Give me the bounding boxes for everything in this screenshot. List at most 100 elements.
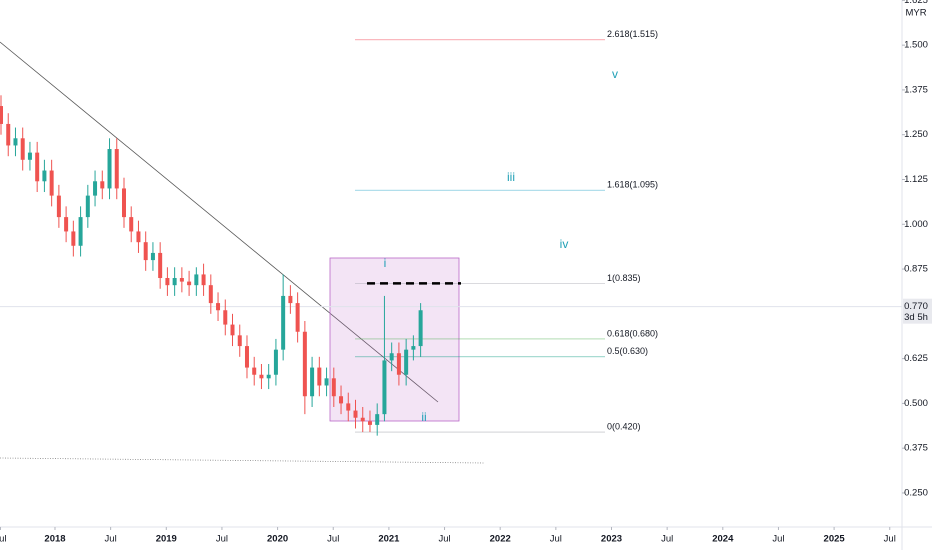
candle-body bbox=[27, 152, 32, 160]
candle-body bbox=[230, 324, 235, 336]
x-tick-label: Jul bbox=[216, 534, 228, 545]
candle-body bbox=[259, 374, 264, 379]
x-tick-label: 2018 bbox=[44, 534, 65, 545]
candle-body bbox=[179, 278, 184, 282]
y-tick-label: 0.375 bbox=[904, 443, 928, 454]
candle-body bbox=[129, 217, 134, 232]
x-tick-label: Jul bbox=[327, 534, 339, 545]
x-tick-label: 2025 bbox=[824, 534, 846, 545]
y-tick-label: 0.625 bbox=[904, 353, 928, 364]
candle-body bbox=[252, 367, 257, 375]
x-tick-label: Jul bbox=[0, 534, 7, 545]
candle-body bbox=[64, 217, 69, 232]
candle-body bbox=[158, 252, 163, 279]
x-tick-label: 2022 bbox=[490, 534, 511, 545]
candle-body bbox=[0, 106, 4, 124]
fib-label: 1(0.835) bbox=[607, 273, 641, 283]
x-tick-label: Jul bbox=[661, 534, 673, 545]
candle-body bbox=[367, 421, 372, 425]
candle-body bbox=[223, 310, 228, 325]
candle-body bbox=[266, 374, 271, 379]
candle-body bbox=[13, 138, 18, 146]
candle-body bbox=[396, 353, 401, 375]
x-tick-label: 2020 bbox=[267, 534, 288, 545]
y-tick-label: 1.250 bbox=[904, 129, 928, 140]
candle-body bbox=[93, 181, 98, 196]
candle-body bbox=[85, 195, 90, 218]
candle-body bbox=[107, 149, 112, 189]
candle-body bbox=[244, 346, 249, 368]
candle-body bbox=[339, 396, 344, 404]
y-tick-label: 1.000 bbox=[904, 219, 928, 230]
candle-body bbox=[389, 353, 394, 361]
y-tick-label: 1.625 bbox=[904, 0, 928, 6]
y-tick-label: 0.875 bbox=[904, 264, 928, 275]
candle-body bbox=[237, 335, 242, 347]
countdown: 3d 5h bbox=[904, 312, 928, 323]
wave-label: iv bbox=[560, 237, 569, 251]
x-tick-label: Jul bbox=[105, 534, 117, 545]
x-tick-label: 2021 bbox=[378, 534, 400, 545]
candle-body bbox=[302, 331, 307, 397]
last-price-box bbox=[903, 298, 932, 324]
x-tick-label: Jul bbox=[438, 534, 450, 545]
last-price-label: 0.770 bbox=[904, 301, 928, 312]
wave-label: ii bbox=[421, 410, 426, 424]
x-tick-label: Jul bbox=[772, 534, 784, 545]
y-tick-label: 0.250 bbox=[904, 487, 928, 498]
candle-body bbox=[136, 231, 141, 243]
candle-body bbox=[165, 278, 170, 286]
candle-body bbox=[418, 310, 423, 347]
y-tick-label: 1.500 bbox=[904, 40, 928, 51]
candle-body bbox=[78, 217, 83, 246]
wave-label: iii bbox=[507, 170, 515, 184]
wave-label: i bbox=[384, 256, 387, 270]
y-tick-label: 0.500 bbox=[904, 398, 928, 409]
candle-body bbox=[360, 417, 365, 422]
candle-body bbox=[20, 138, 25, 160]
candle-body bbox=[317, 367, 322, 386]
candle-body bbox=[150, 252, 155, 261]
candle-body bbox=[346, 403, 351, 411]
candle-body bbox=[42, 170, 47, 182]
trend-line bbox=[0, 41, 439, 403]
candle-body bbox=[194, 274, 199, 286]
fib-label: 2.618(1.515) bbox=[607, 29, 658, 39]
candle-body bbox=[273, 349, 278, 375]
x-tick-label: 2023 bbox=[601, 534, 622, 545]
candle-body bbox=[143, 242, 148, 261]
y-tick-label: 1.375 bbox=[904, 84, 928, 95]
candle-body bbox=[310, 367, 315, 397]
candle-body bbox=[404, 349, 409, 375]
support-line bbox=[0, 457, 486, 464]
candle-body bbox=[353, 410, 358, 418]
candle-body bbox=[208, 285, 213, 304]
candle-body bbox=[331, 378, 336, 397]
candle-body bbox=[172, 278, 177, 286]
candle-body bbox=[114, 149, 119, 189]
candle-body bbox=[295, 303, 300, 332]
x-tick-label: 2024 bbox=[712, 534, 734, 545]
candle-body bbox=[49, 170, 54, 196]
candle-body bbox=[201, 274, 206, 286]
fib-label: 0(0.420) bbox=[607, 421, 641, 431]
y-tick-label: 1.125 bbox=[904, 174, 928, 185]
candle-body bbox=[6, 123, 11, 146]
candle-body bbox=[35, 152, 40, 182]
candle-body bbox=[382, 360, 387, 415]
candle-body bbox=[71, 231, 76, 246]
x-tick-label: Jul bbox=[884, 534, 896, 545]
fib-label: 0.618(0.680) bbox=[607, 328, 658, 338]
candle-body bbox=[281, 295, 286, 350]
candle-body bbox=[100, 181, 105, 189]
currency: MYR bbox=[905, 8, 926, 19]
x-tick-label: 2019 bbox=[156, 534, 177, 545]
x-tick-label: Jul bbox=[550, 534, 562, 545]
fib-label: 0.5(0.630) bbox=[607, 346, 648, 356]
candle-body bbox=[324, 378, 329, 386]
wave-label: v bbox=[612, 67, 618, 81]
candle-body bbox=[216, 303, 221, 311]
candle-body bbox=[411, 346, 416, 350]
